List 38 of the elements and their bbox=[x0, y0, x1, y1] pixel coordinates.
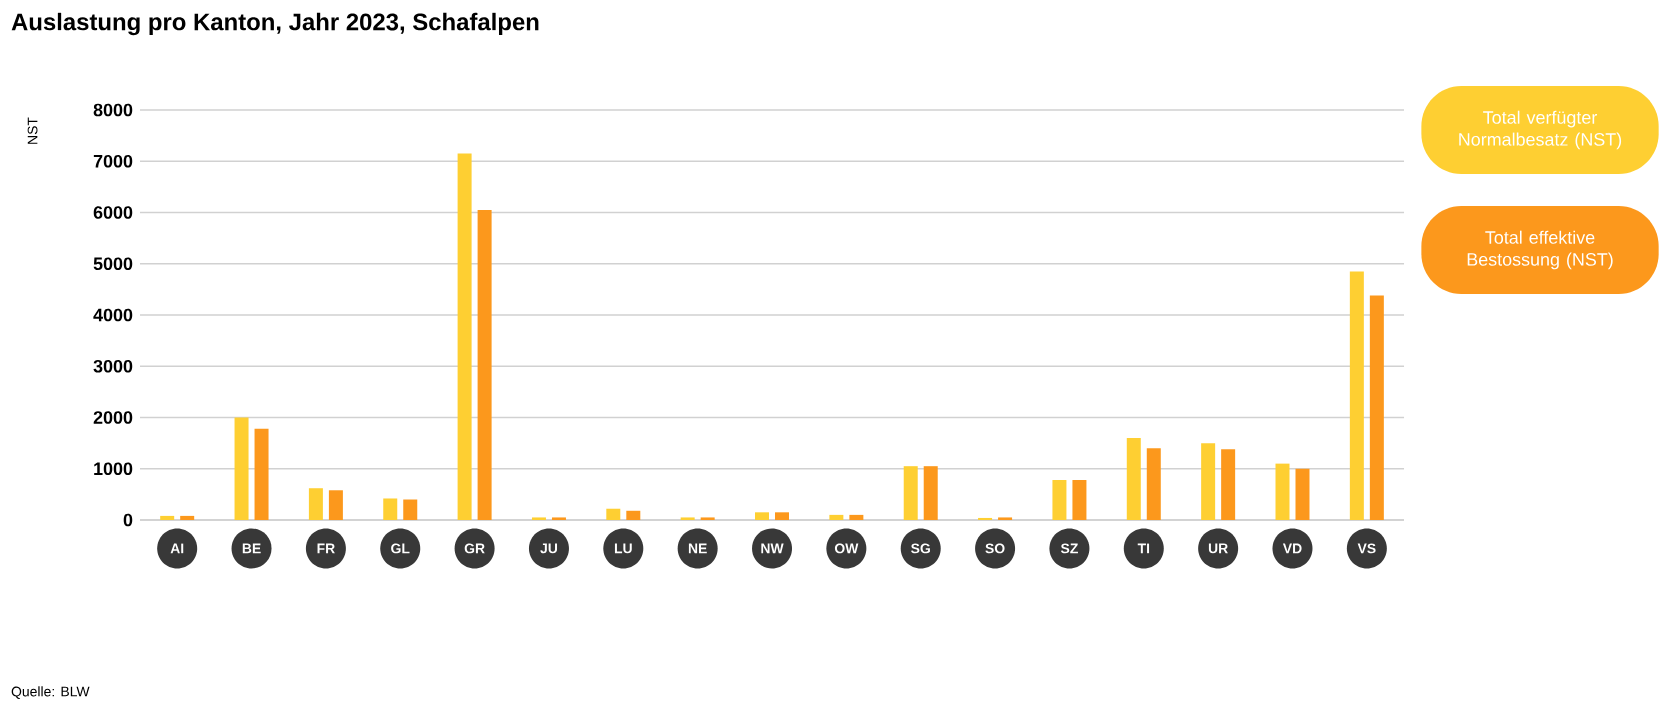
bar bbox=[775, 512, 790, 520]
text: Total effektive Bestossung (NST) bbox=[1467, 230, 1613, 270]
bar bbox=[383, 498, 398, 520]
bar bbox=[1146, 448, 1161, 520]
bar bbox=[626, 510, 641, 520]
bar bbox=[1052, 480, 1067, 520]
bar bbox=[1295, 468, 1310, 520]
bar bbox=[328, 490, 343, 520]
y-tick-label: 3000 bbox=[93, 359, 133, 373]
y-tick-label: 4000 bbox=[93, 308, 133, 322]
bar bbox=[403, 499, 418, 520]
y-tick-label: 0 bbox=[123, 513, 133, 527]
bar bbox=[457, 153, 472, 520]
bar bbox=[1126, 438, 1141, 520]
bar bbox=[1221, 449, 1236, 520]
bar bbox=[923, 466, 938, 520]
bar bbox=[606, 508, 621, 520]
bar bbox=[254, 428, 269, 520]
y-tick-label: 6000 bbox=[93, 206, 133, 219]
bar bbox=[829, 514, 844, 520]
y-tick-label: 1000 bbox=[94, 462, 133, 476]
bar bbox=[1275, 463, 1290, 520]
bar bbox=[1201, 443, 1216, 520]
bar bbox=[1072, 480, 1087, 520]
y-tick-label: 8000 bbox=[93, 103, 133, 117]
bar bbox=[1349, 271, 1364, 520]
bar bbox=[234, 417, 249, 520]
y-tick-label: 7000 bbox=[93, 154, 133, 168]
bar bbox=[849, 514, 864, 520]
y-tick-label: 2000 bbox=[93, 411, 133, 424]
chart-title: Auslastung pro Kanton, Jahr 2023, Schafalpen bbox=[11, 12, 539, 36]
y-tick-label: 5000 bbox=[93, 257, 133, 271]
text: Total verfügter Normalbesatz (NST) bbox=[1459, 110, 1622, 150]
bar bbox=[755, 512, 770, 520]
bar bbox=[1369, 295, 1384, 520]
bar bbox=[477, 209, 492, 520]
bar bbox=[903, 466, 918, 520]
bar bbox=[308, 488, 323, 520]
